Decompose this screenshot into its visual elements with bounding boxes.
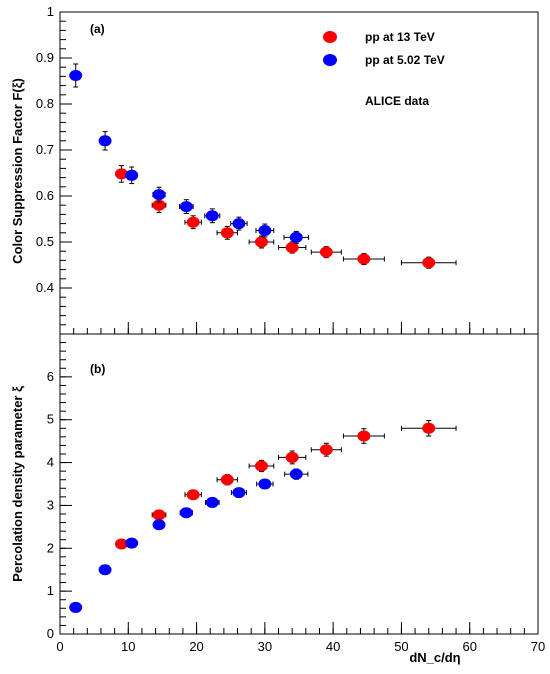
series-13tev <box>114 165 457 269</box>
x-tick-label: 70 <box>531 639 545 654</box>
data-point <box>258 225 272 236</box>
x-tick-label: 20 <box>189 639 203 654</box>
y-tick-label: 6 <box>47 369 54 384</box>
y-tick-label: 5 <box>47 412 54 427</box>
data-point <box>289 231 303 243</box>
y-tick-label: 4 <box>47 455 54 470</box>
y-tick-label: 0.8 <box>36 96 54 111</box>
data-point <box>285 242 299 254</box>
data-point <box>205 496 219 508</box>
y-tick-label: 2 <box>47 540 54 555</box>
data-point <box>98 135 112 147</box>
x-tick-label: 60 <box>462 639 476 654</box>
data-point <box>319 246 333 258</box>
series-5tev <box>69 468 309 613</box>
data-point <box>186 489 200 501</box>
panel-a-axes: 0.4 0.5 0.6 0.7 0.8 0.9 1 <box>36 4 539 335</box>
data-point <box>179 507 193 519</box>
panel-a-tag: (a) <box>90 22 105 36</box>
data-point <box>152 509 166 521</box>
data-point <box>220 227 234 239</box>
data-point <box>186 216 200 228</box>
series-5tev <box>69 63 310 244</box>
panel-a-y-axis-title: Color Suppression Factor F(ξ) <box>10 78 25 264</box>
panel-a: (a) Color Suppression Factor F(ξ) pp at … <box>10 4 539 335</box>
data-point <box>319 444 333 456</box>
panel-a-annotation: ALICE data <box>365 94 429 108</box>
legend-label-13tev: pp at 13 TeV <box>365 30 435 44</box>
y-tick-label: 1 <box>47 583 54 598</box>
y-tick-label: 3 <box>47 497 54 512</box>
y-tick-label: 1 <box>47 4 54 19</box>
x-tick-label: 0 <box>56 639 63 654</box>
data-point <box>289 468 303 480</box>
panel-b: (b) Percolation density parameter ξ dN_c… <box>10 333 545 665</box>
data-point <box>220 474 234 486</box>
panel-b-points <box>69 420 457 613</box>
data-point <box>254 460 268 472</box>
data-point <box>254 236 268 248</box>
data-point <box>69 69 83 81</box>
panel-a-legend: pp at 13 TeV pp at 5.02 TeV <box>323 30 445 67</box>
y-tick-label: 0.7 <box>36 142 54 157</box>
data-point <box>357 430 371 442</box>
series-13tev <box>114 420 457 550</box>
data-point <box>232 218 246 230</box>
data-point <box>152 199 166 211</box>
x-axis-title: dN_c/dη <box>409 650 460 665</box>
data-point <box>357 253 371 265</box>
data-point <box>69 601 83 613</box>
y-tick-label: 0.6 <box>36 188 54 203</box>
panel-b-frame <box>59 333 539 635</box>
data-point <box>114 168 128 180</box>
legend-label-5tev: pp at 5.02 TeV <box>365 53 445 67</box>
legend-marker-5tev <box>323 54 337 66</box>
x-tick-label: 10 <box>121 639 135 654</box>
data-point <box>232 487 246 499</box>
data-point <box>152 519 166 531</box>
data-point <box>98 564 112 576</box>
panel-b-y-axis-title: Percolation density parameter ξ <box>10 386 25 582</box>
panel-a-points <box>69 63 457 269</box>
y-tick-label: 0.4 <box>36 280 54 295</box>
data-point <box>258 478 272 490</box>
y-tick-label: 0 <box>47 626 54 641</box>
data-point <box>125 169 139 181</box>
data-point <box>422 257 436 269</box>
data-point <box>125 537 139 549</box>
data-point <box>152 189 166 201</box>
data-point <box>179 201 193 213</box>
data-point <box>114 538 128 550</box>
data-point <box>422 422 436 434</box>
data-point <box>285 451 299 463</box>
y-tick-label: 0.9 <box>36 50 54 65</box>
legend-marker-13tev <box>323 31 337 43</box>
x-tick-label: 30 <box>258 639 272 654</box>
y-tick-label: 0.5 <box>36 234 54 249</box>
data-point <box>205 210 219 222</box>
x-tick-label: 50 <box>394 639 408 654</box>
x-tick-label: 40 <box>326 639 340 654</box>
panel-b-tag: (b) <box>90 362 105 376</box>
